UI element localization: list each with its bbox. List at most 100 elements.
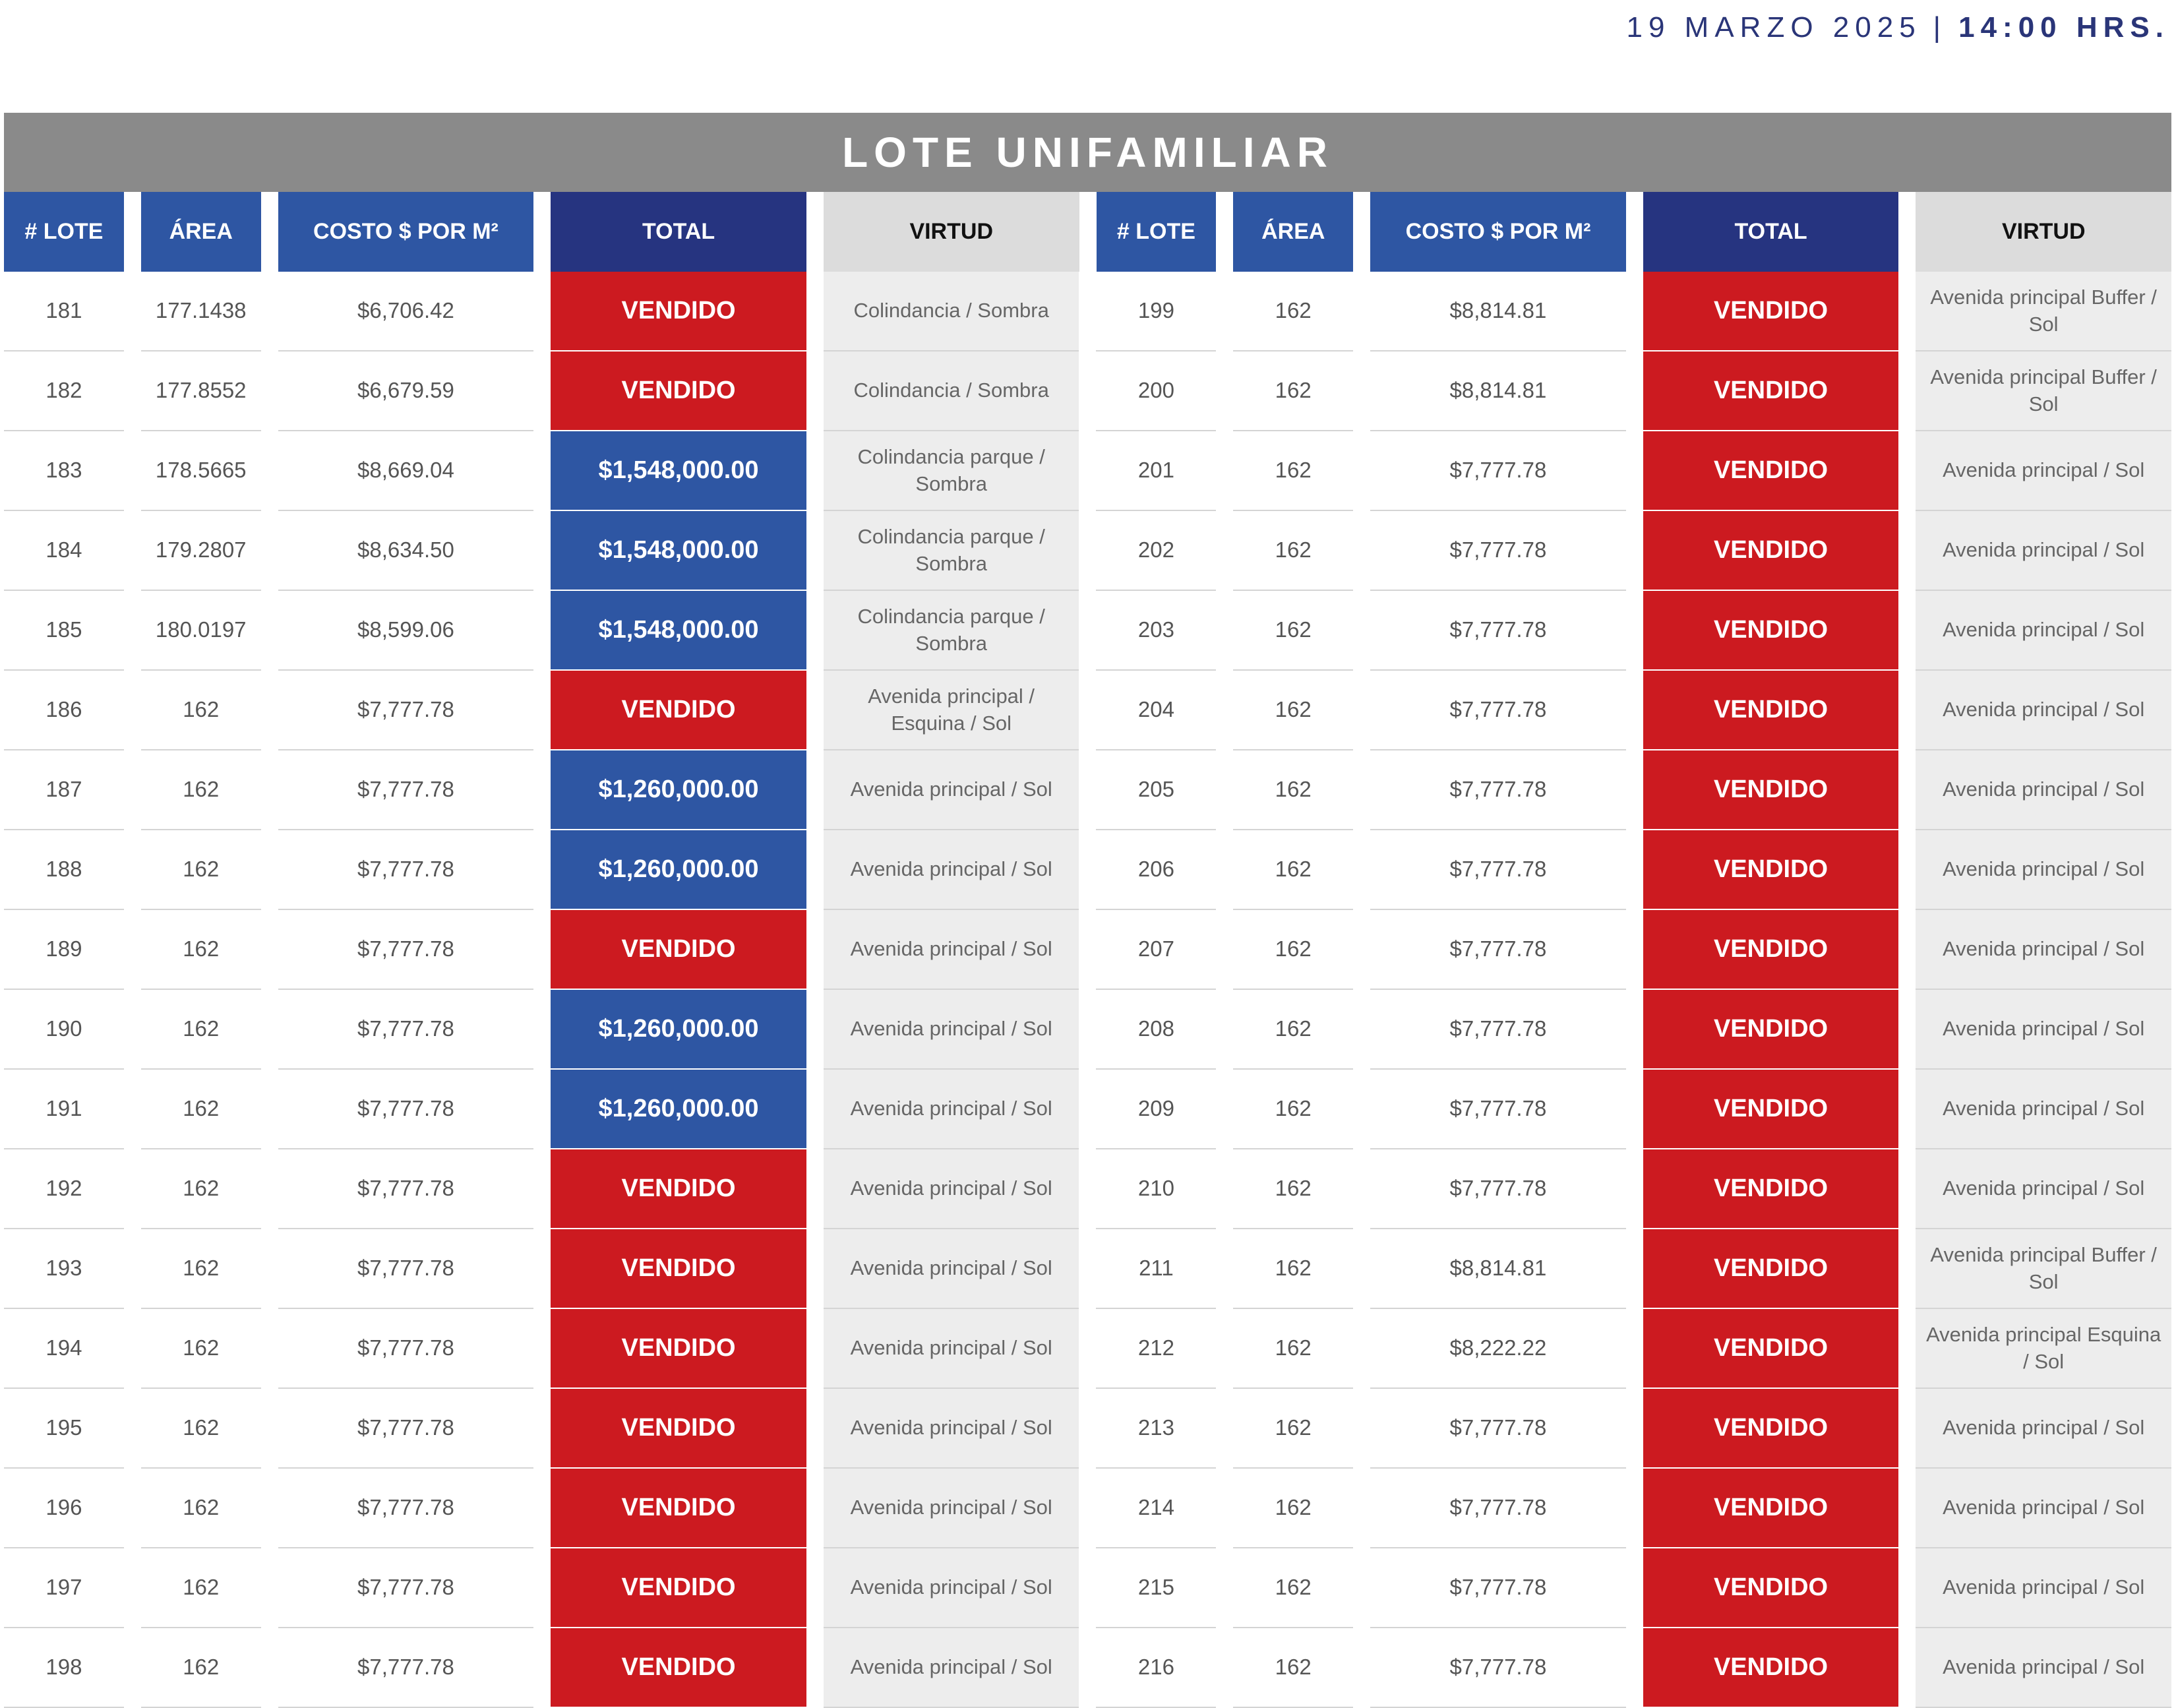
status-sold-cell: VENDIDO [1643,1628,1899,1708]
lote-cell: 181 [4,272,124,351]
status-sold-cell: VENDIDO [551,1548,806,1628]
virtud-cell: Avenida principal / Sol [1916,1389,2171,1469]
virtud-cell: Avenida principal Esquina / Sol [1916,1309,2171,1389]
table-header: # LOTE ÁREA COSTO $ POR M² TOTAL VIRTUD … [4,192,2172,272]
lote-cell: 187 [4,750,124,830]
costo-cell: $8,599.06 [278,591,534,671]
status-sold-cell: VENDIDO [1643,1149,1899,1229]
costo-cell: $8,634.50 [278,511,534,591]
costo-cell: $7,777.78 [278,910,534,990]
lote-cell: 191 [4,1070,124,1149]
time-text: 14:00 HRS. [1958,11,2169,44]
status-sold-cell: VENDIDO [1643,351,1899,431]
virtud-cell: Avenida principal / Sol [823,1070,1079,1149]
table-row: 184 179.2807 $8,634.50 $1,548,000.00 Colinda… [4,511,2171,591]
area-cell: 162 [140,1548,261,1628]
lote-cell: 189 [4,910,124,990]
status-sold-cell: VENDIDO [551,1469,806,1548]
lote-cell: 214 [1096,1469,1217,1548]
status-sold-cell: VENDIDO [1643,750,1899,830]
costo-cell: $7,777.78 [1370,671,1626,750]
header-virtud-right: VIRTUD [1916,192,2172,272]
virtud-cell: Avenida principal / Sol [823,1229,1079,1309]
area-cell: 162 [1233,1548,1354,1628]
virtud-cell: Avenida principal / Sol [823,830,1079,910]
costo-cell: $7,777.78 [278,671,534,750]
table-row: 196 162 $7,777.78 VENDIDO Avenida principal … [4,1469,2171,1548]
status-sold-cell: VENDIDO [1643,1469,1899,1548]
header-virtud-left: VIRTUD [823,192,1079,272]
costo-cell: $7,777.78 [1370,750,1626,830]
date-header: 19 MARZO 2025 | 14:00 HRS. [1627,7,2169,49]
costo-cell: $8,814.81 [1370,1229,1626,1309]
virtud-cell: Avenida principal / Esquina / Sol [823,671,1079,750]
date-text: 19 MARZO 2025 [1626,11,1921,44]
lote-cell: 199 [1096,272,1217,351]
virtud-cell: Avenida principal / Sol [1916,1628,2171,1708]
virtud-cell: Avenida principal / Sol [1916,750,2171,830]
area-cell: 162 [1233,511,1354,591]
area-cell: 179.2807 [140,511,261,591]
costo-cell: $8,814.81 [1370,351,1626,431]
costo-cell: $7,777.78 [1370,1070,1626,1149]
costo-cell: $6,706.42 [278,272,534,351]
status-sold-cell: VENDIDO [551,671,806,750]
status-sold-cell: VENDIDO [551,1309,806,1389]
costo-cell: $7,777.78 [278,1628,534,1708]
lote-cell: 206 [1096,830,1217,910]
lote-cell: 210 [1096,1149,1217,1229]
lote-cell: 188 [4,830,124,910]
status-sold-cell: VENDIDO [1643,910,1899,990]
table-row: 195 162 $7,777.78 VENDIDO Avenida principal … [4,1389,2171,1469]
virtud-cell: Avenida principal / Sol [1916,1070,2171,1149]
area-cell: 162 [140,990,261,1070]
lote-cell: 183 [4,431,124,511]
area-cell: 162 [1233,591,1354,671]
virtud-cell: Colindancia / Sombra [823,272,1079,351]
lote-cell: 212 [1096,1309,1217,1389]
status-sold-cell: VENDIDO [1643,431,1899,511]
table-row: 189 162 $7,777.78 VENDIDO Avenida principal … [4,910,2171,990]
lote-cell: 190 [4,990,124,1070]
status-sold-cell: VENDIDO [551,1389,806,1469]
area-cell: 162 [1233,351,1354,431]
lote-cell: 186 [4,671,124,750]
lote-cell: 185 [4,591,124,671]
costo-cell: $7,777.78 [1370,511,1626,591]
virtud-cell: Avenida principal / Sol [823,910,1079,990]
virtud-cell: Avenida principal / Sol [823,1628,1079,1708]
virtud-cell: Avenida principal / Sol [823,1469,1079,1548]
lote-cell: 196 [4,1469,124,1548]
lote-cell: 208 [1096,990,1217,1070]
sheet-title: LOTE UNIFAMILIAR [4,113,2171,192]
virtud-cell: Avenida principal / Sol [1916,431,2171,511]
lote-cell: 194 [4,1309,124,1389]
lote-cell: 197 [4,1548,124,1628]
total-price-cell: $1,260,000.00 [551,750,806,830]
area-cell: 162 [140,671,261,750]
costo-cell: $8,222.22 [1370,1309,1626,1389]
costo-cell: $7,777.78 [278,1070,534,1149]
table-row: 197 162 $7,777.78 VENDIDO Avenida principal … [4,1548,2171,1628]
lote-cell: 192 [4,1149,124,1229]
costo-cell: $7,777.78 [278,1309,534,1389]
status-sold-cell: VENDIDO [551,1229,806,1309]
table-row: 191 162 $7,777.78 $1,260,000.00 Avenida prin… [4,1070,2171,1149]
virtud-cell: Avenida principal Buffer / Sol [1916,1229,2171,1309]
total-price-cell: $1,260,000.00 [551,1070,806,1149]
costo-cell: $7,777.78 [1370,431,1626,511]
area-cell: 162 [1233,1149,1354,1229]
lote-cell: 202 [1096,511,1217,591]
area-cell: 162 [1233,1389,1354,1469]
virtud-cell: Colindancia / Sombra [823,351,1079,431]
virtud-cell: Avenida principal / Sol [1916,1548,2171,1628]
lote-cell: 184 [4,511,124,591]
total-price-cell: $1,260,000.00 [551,830,806,910]
status-sold-cell: VENDIDO [1643,1309,1899,1389]
status-sold-cell: VENDIDO [1643,1389,1899,1469]
virtud-cell: Avenida principal / Sol [823,1309,1079,1389]
area-cell: 162 [1233,830,1354,910]
virtud-cell: Avenida principal Buffer / Sol [1916,272,2171,351]
virtud-cell: Avenida principal / Sol [1916,1469,2171,1548]
area-cell: 162 [140,1628,261,1708]
